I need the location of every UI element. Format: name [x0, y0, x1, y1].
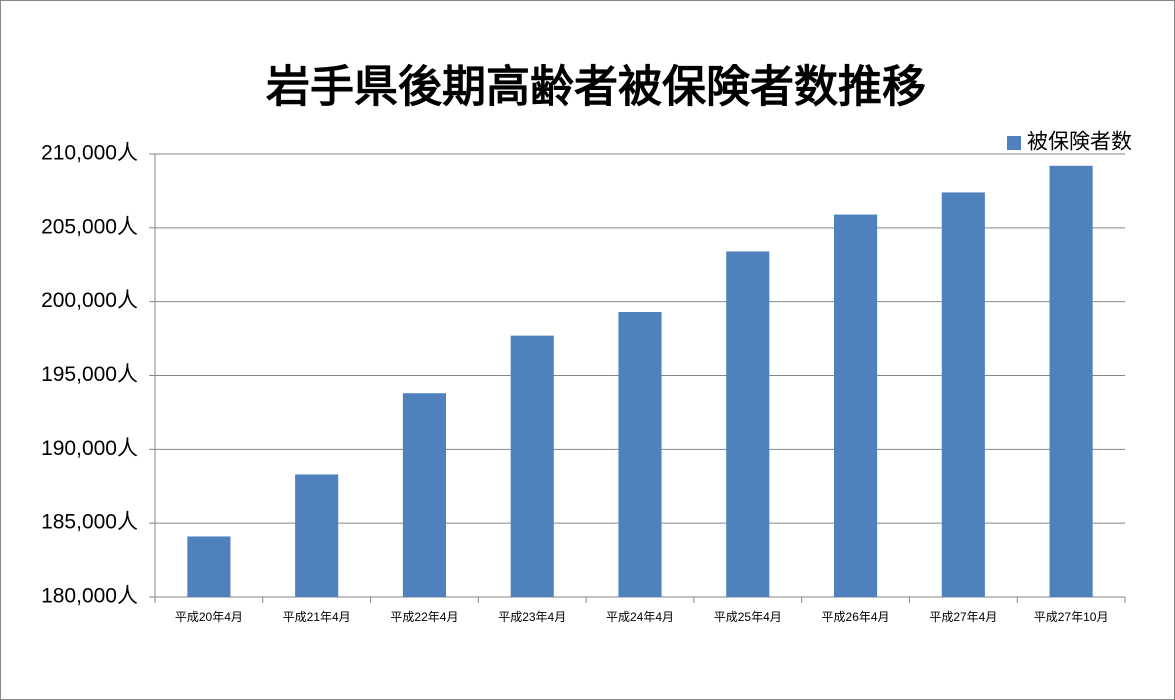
- bar: [510, 335, 554, 597]
- y-tick-label: 205,000人: [41, 215, 138, 238]
- y-tick-label: 180,000人: [41, 585, 138, 608]
- bar: [834, 214, 878, 597]
- bar: [618, 312, 662, 597]
- bar: [1049, 165, 1093, 597]
- x-tick-label: 平成21年4月: [283, 610, 351, 624]
- x-tick-label: 平成23年4月: [498, 610, 566, 624]
- bar: [941, 192, 985, 598]
- x-tick-label: 平成27年4月: [929, 610, 997, 624]
- bar: [187, 536, 231, 597]
- bar: [726, 251, 770, 597]
- x-tick-label: 平成27年10月: [1034, 610, 1109, 624]
- bar: [402, 393, 446, 597]
- y-tick-label: 185,000人: [41, 511, 138, 534]
- chart-title: 岩手県後期高齢者被保険者数推移: [266, 63, 926, 112]
- y-tick-label: 195,000人: [41, 363, 138, 386]
- x-tick-label: 平成22年4月: [390, 610, 458, 624]
- x-tick-label: 平成20年4月: [175, 610, 243, 624]
- y-tick-label: 210,000人: [41, 142, 138, 165]
- y-tick-label: 190,000人: [41, 437, 138, 460]
- bar: [295, 474, 339, 597]
- x-tick-label: 平成26年4月: [822, 610, 890, 624]
- legend-swatch: [1007, 136, 1021, 150]
- x-tick-label: 平成24年4月: [606, 610, 674, 624]
- legend-label: 被保険者数: [1027, 131, 1132, 154]
- y-tick-label: 200,000人: [41, 289, 138, 312]
- x-tick-label: 平成25年4月: [714, 610, 782, 624]
